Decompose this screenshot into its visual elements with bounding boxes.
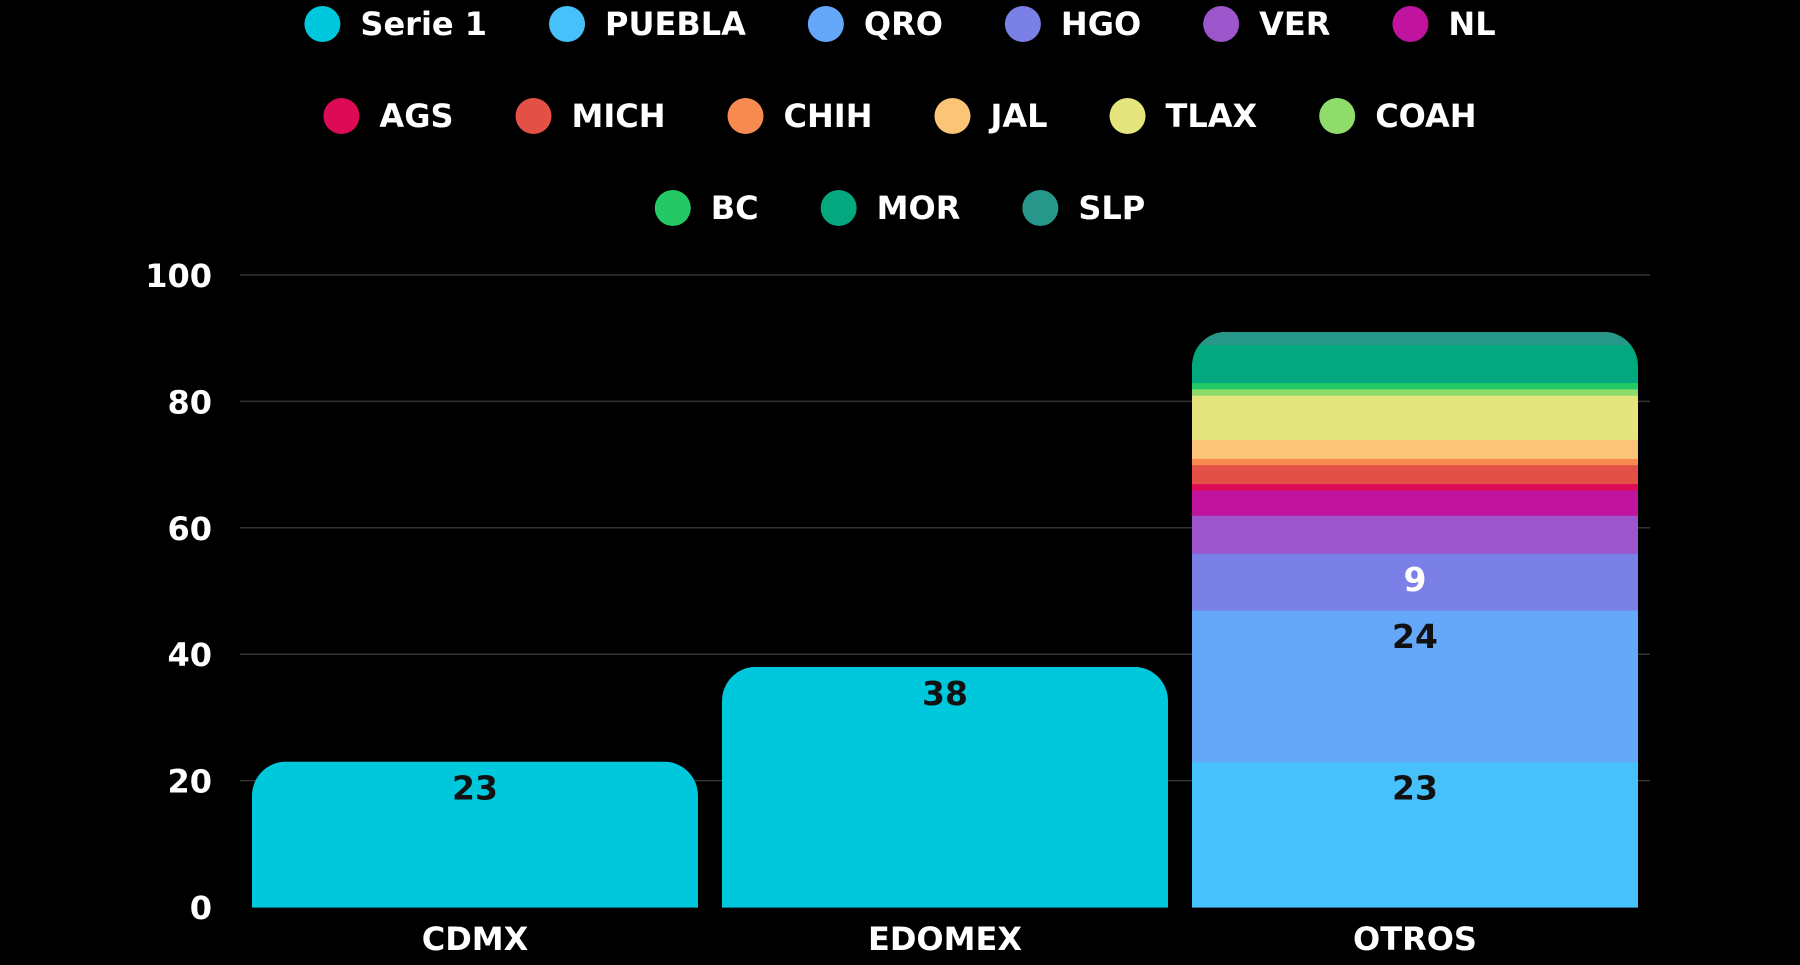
legend-swatch (515, 98, 552, 134)
y-tick-label: 0 (190, 889, 212, 927)
bar-segment-otros-mich (1192, 464, 1638, 485)
legend-item-hgo: HGO (1004, 5, 1141, 43)
legend-item-chih: CHIH (727, 97, 873, 135)
legend-label: HGO (1061, 5, 1141, 43)
legend-swatch (807, 6, 844, 42)
legend-label: PUEBLA (605, 5, 746, 43)
legend-swatch (1022, 190, 1059, 226)
legend-item-qro: QRO (807, 5, 943, 43)
legend-label: VER (1259, 5, 1330, 43)
legend-item-tlax: TLAX (1109, 97, 1258, 135)
legend-swatch (1319, 98, 1356, 134)
bar-segment-otros-puebla (1192, 761, 1638, 908)
legend-swatch (304, 6, 341, 42)
legend-swatch (1004, 6, 1041, 42)
legend-swatch (820, 190, 857, 226)
data-label-otros-qro: 24 (1392, 617, 1438, 656)
legend-label: Serie 1 (360, 5, 487, 43)
y-axis: 0 20 40 60 80 100 (145, 257, 212, 927)
legend-item-serie-1: Serie 1 (304, 5, 487, 43)
legend-label: NL (1448, 5, 1495, 43)
legend-item-mor: MOR (820, 189, 961, 227)
legend-item-jal: JAL (934, 97, 1048, 135)
x-tick-label-edomex: EDOMEX (868, 920, 1022, 958)
bar-segment-edomex-serie-1 (722, 666, 1168, 908)
bar-segment-otros-coah (1192, 388, 1638, 396)
bar-segment-otros-chih (1192, 458, 1638, 466)
bar-segment-otros-qro (1192, 609, 1638, 763)
legend-label: CHIH (784, 97, 873, 135)
bar-segment-otros-hgo (1192, 553, 1638, 611)
y-tick-label: 60 (167, 510, 212, 548)
bar-segment-cdmx-serie-1 (252, 761, 698, 908)
legend-item-puebla: PUEBLA (549, 5, 746, 43)
bar-otros (1192, 331, 1638, 908)
legend-label: MOR (877, 189, 961, 227)
legend-item-nl: NL (1392, 5, 1496, 43)
legend-label: COAH (1375, 97, 1476, 135)
data-label-cdmx-serie-1: 23 (452, 769, 498, 808)
bar-segment-otros-ver (1192, 515, 1638, 554)
bar-segment-otros-jal (1192, 439, 1638, 459)
bar-edomex (722, 666, 1168, 908)
bar-segment-otros-bc (1192, 382, 1638, 390)
bar-cdmx (252, 761, 698, 908)
legend-swatch (323, 98, 360, 134)
y-tick-label: 100 (145, 257, 212, 295)
x-tick-label-otros: OTROS (1353, 920, 1477, 958)
bar-segment-otros-slp (1192, 331, 1638, 346)
legend-swatch (934, 98, 971, 134)
data-label-edomex-serie-1: 38 (922, 674, 968, 713)
bar-segment-otros-mor (1192, 344, 1638, 384)
legend-label: BC (711, 189, 759, 227)
legend-label: MICH (572, 97, 666, 135)
legend-item-ver: VER (1203, 5, 1330, 43)
bar-segment-otros-ags (1192, 483, 1638, 491)
data-label-otros-hgo: 9 (1404, 560, 1427, 599)
chart-legend: Serie 1 PUEBLA QRO HGO VER NL AGS MICH CHIH JAL TL… (304, 5, 1496, 227)
legend-label: TLAX (1166, 97, 1258, 135)
y-tick-label: 80 (167, 383, 212, 421)
data-labels: 23 38 23 24 9 (452, 560, 1438, 808)
legend-swatch (1203, 6, 1240, 42)
legend-swatch (654, 190, 691, 226)
legend-item-ags: AGS (323, 97, 454, 135)
chart-bars (252, 331, 1638, 908)
x-axis: CDMX EDOMEX OTROS (422, 920, 1477, 958)
x-tick-label-cdmx: CDMX (422, 920, 529, 958)
legend-swatch (727, 98, 764, 134)
bar-segment-otros-tlax (1192, 395, 1638, 440)
legend-swatch (1392, 6, 1429, 42)
legend-swatch (1109, 98, 1146, 134)
bar-segment-otros-nl (1192, 489, 1638, 516)
legend-label: AGS (379, 97, 453, 135)
legend-label: QRO (864, 5, 943, 43)
legend-item-coah: COAH (1319, 97, 1477, 135)
data-label-otros-puebla: 23 (1392, 769, 1438, 808)
y-tick-label: 40 (167, 636, 212, 674)
legend-label: JAL (988, 97, 1047, 135)
legend-item-bc: BC (654, 189, 759, 227)
legend-swatch (549, 6, 586, 42)
legend-item-slp: SLP (1022, 189, 1145, 227)
legend-label: SLP (1078, 189, 1145, 227)
y-tick-label: 20 (167, 763, 212, 801)
legend-item-mich: MICH (515, 97, 666, 135)
